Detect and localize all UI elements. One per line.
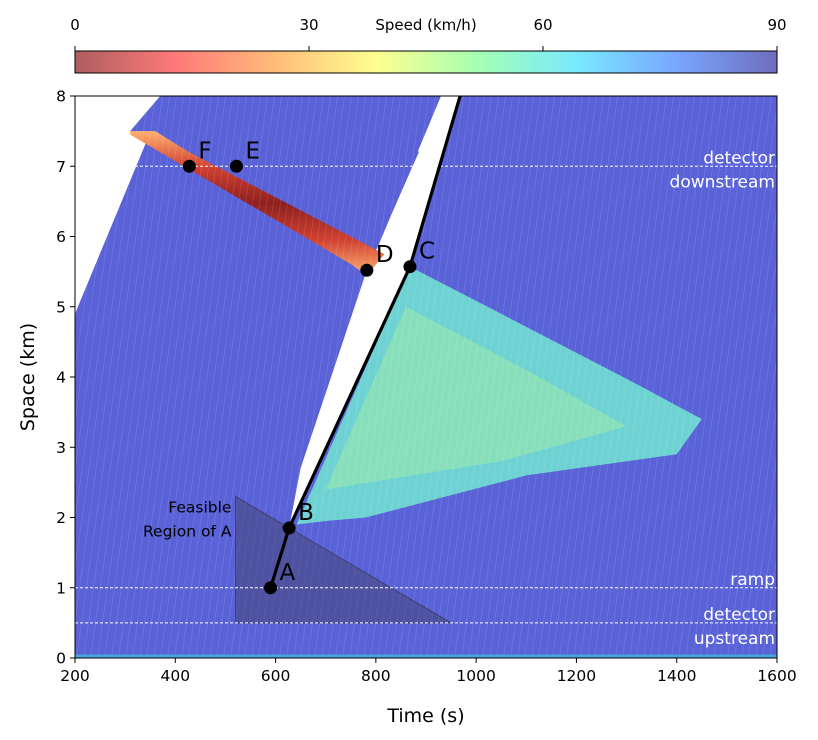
y-axis-label: Space (km): [17, 323, 39, 431]
vehicle-trajectory-line: [269, 96, 462, 589]
point-c: [403, 260, 417, 274]
y-axis-ticks: 0 1 2 3 4 5 6 7 8: [56, 88, 75, 668]
reference-line-label: ramp: [730, 570, 775, 590]
point-label: E: [245, 138, 260, 164]
colorbar-label: Speed (km/h): [375, 16, 476, 34]
x-axis-label: Time (s): [386, 705, 464, 727]
trajectory-streaks: [75, 96, 777, 658]
reference-lines: detector downstream ramp detector upstream: [75, 148, 777, 649]
upstream-boundary-band: [75, 654, 777, 658]
y-tick-label: 8: [56, 88, 66, 106]
point-e: [229, 159, 243, 173]
x-axis-ticks: 200 400 600 800 1000 1200 1400 1600: [60, 658, 797, 685]
reference-line-label: detector: [703, 605, 775, 625]
y-tick-label: 3: [56, 439, 66, 457]
point-label: B: [298, 500, 314, 526]
colorbar-gradient: [74, 50, 778, 74]
x-tick-label: 1200: [557, 667, 596, 685]
colorbar-tick-label: 0: [70, 16, 80, 34]
y-tick-label: 2: [56, 509, 66, 527]
x-tick-label: 600: [261, 667, 291, 685]
colorbar-tick-label: 60: [533, 16, 552, 34]
colorbar-tick-label: 30: [299, 16, 318, 34]
feasible-region-label-line2: Region of A: [143, 522, 232, 540]
reference-line-label: upstream: [694, 629, 775, 649]
point-b: [282, 521, 296, 535]
point-label: C: [419, 239, 435, 265]
y-tick-label: 6: [56, 228, 66, 246]
reference-line-label: detector: [703, 148, 775, 168]
colorbar: Speed (km/h) 0 30 60 90: [70, 16, 787, 74]
point-d: [360, 263, 374, 277]
x-tick-label: 1600: [757, 667, 796, 685]
point-a: [264, 581, 278, 595]
reference-line-label: downstream: [670, 172, 775, 192]
point-label: D: [376, 242, 394, 268]
y-tick-label: 4: [56, 369, 66, 387]
x-tick-label: 1400: [657, 667, 696, 685]
labelled-points: A B CD E F: [182, 138, 435, 595]
colorbar-ticks: 0 30 60 90: [70, 16, 787, 51]
x-tick-label: 400: [160, 667, 190, 685]
x-tick-label: 1000: [456, 667, 495, 685]
plot-area: detector downstream ramp detector upstream A…: [56, 88, 797, 686]
point-f: [182, 159, 196, 173]
y-tick-label: 7: [56, 158, 66, 176]
feasible-region-label-line1: Feasible: [168, 498, 231, 516]
x-tick-label: 800: [361, 667, 391, 685]
x-tick-label: 200: [60, 667, 90, 685]
colorbar-tick-label: 90: [767, 16, 786, 34]
y-tick-label: 5: [56, 298, 66, 316]
point-label: F: [198, 138, 211, 164]
y-tick-label: 0: [56, 650, 66, 668]
point-label: A: [280, 560, 296, 586]
y-tick-label: 1: [56, 579, 66, 597]
